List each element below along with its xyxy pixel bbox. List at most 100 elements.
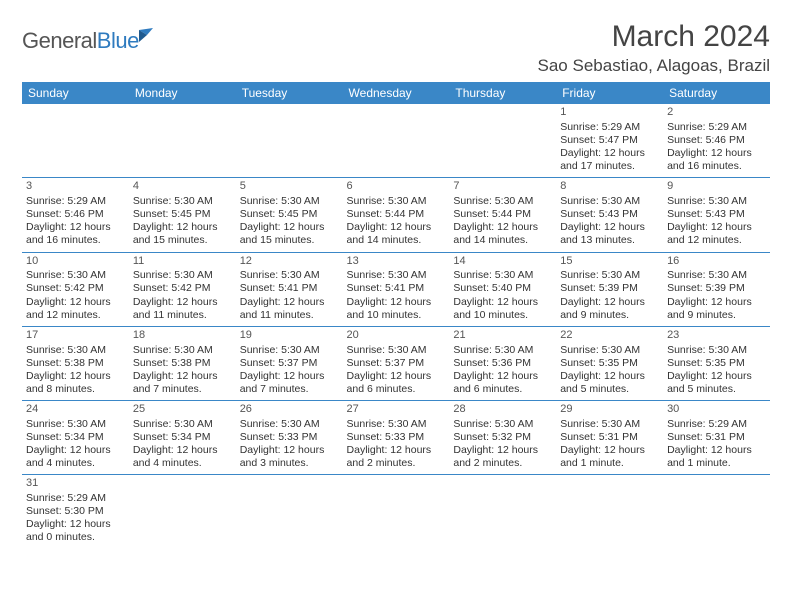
daylight-text: and 17 minutes.: [560, 160, 659, 173]
daylight-text: and 10 minutes.: [453, 309, 552, 322]
sunset-text: Sunset: 5:42 PM: [133, 282, 232, 295]
daylight-text: Daylight: 12 hours: [26, 370, 125, 383]
sunrise-text: Sunrise: 5:30 AM: [560, 195, 659, 208]
daylight-text: and 10 minutes.: [347, 309, 446, 322]
calendar-cell: 6Sunrise: 5:30 AMSunset: 5:44 PMDaylight…: [343, 178, 450, 252]
sunset-text: Sunset: 5:40 PM: [453, 282, 552, 295]
sunrise-text: Sunrise: 5:30 AM: [667, 344, 766, 357]
day-number: 6: [347, 180, 446, 194]
day-number: 28: [453, 403, 552, 417]
sunrise-text: Sunrise: 5:30 AM: [347, 418, 446, 431]
calendar-cell: 15Sunrise: 5:30 AMSunset: 5:39 PMDayligh…: [556, 252, 663, 326]
calendar-week-row: 3Sunrise: 5:29 AMSunset: 5:46 PMDaylight…: [22, 178, 770, 252]
sunrise-text: Sunrise: 5:30 AM: [453, 344, 552, 357]
sunset-text: Sunset: 5:43 PM: [667, 208, 766, 221]
day-number: 30: [667, 403, 766, 417]
daylight-text: and 7 minutes.: [133, 383, 232, 396]
daylight-text: and 3 minutes.: [240, 457, 339, 470]
daylight-text: Daylight: 12 hours: [133, 444, 232, 457]
daylight-text: and 14 minutes.: [347, 234, 446, 247]
sunset-text: Sunset: 5:35 PM: [667, 357, 766, 370]
sunset-text: Sunset: 5:37 PM: [240, 357, 339, 370]
sunset-text: Sunset: 5:41 PM: [347, 282, 446, 295]
day-number: 19: [240, 329, 339, 343]
daylight-text: Daylight: 12 hours: [26, 518, 125, 531]
calendar-cell: 14Sunrise: 5:30 AMSunset: 5:40 PMDayligh…: [449, 252, 556, 326]
sunset-text: Sunset: 5:46 PM: [667, 134, 766, 147]
sunset-text: Sunset: 5:47 PM: [560, 134, 659, 147]
calendar-cell: 22Sunrise: 5:30 AMSunset: 5:35 PMDayligh…: [556, 326, 663, 400]
daylight-text: Daylight: 12 hours: [560, 147, 659, 160]
daylight-text: Daylight: 12 hours: [560, 370, 659, 383]
sunrise-text: Sunrise: 5:30 AM: [133, 418, 232, 431]
sunset-text: Sunset: 5:34 PM: [26, 431, 125, 444]
daylight-text: Daylight: 12 hours: [133, 370, 232, 383]
calendar-cell: [449, 104, 556, 178]
day-number: 7: [453, 180, 552, 194]
daylight-text: Daylight: 12 hours: [133, 296, 232, 309]
daylight-text: and 5 minutes.: [667, 383, 766, 396]
daylight-text: Daylight: 12 hours: [26, 444, 125, 457]
sunset-text: Sunset: 5:46 PM: [26, 208, 125, 221]
calendar-week-row: 17Sunrise: 5:30 AMSunset: 5:38 PMDayligh…: [22, 326, 770, 400]
daylight-text: and 12 minutes.: [26, 309, 125, 322]
title-block: March 2024 Sao Sebastiao, Alagoas, Brazi…: [538, 20, 770, 76]
day-number: 11: [133, 255, 232, 269]
sunrise-text: Sunrise: 5:29 AM: [667, 121, 766, 134]
daylight-text: Daylight: 12 hours: [560, 221, 659, 234]
daylight-text: Daylight: 12 hours: [133, 221, 232, 234]
calendar-cell: [343, 104, 450, 178]
calendar-cell: [22, 104, 129, 178]
calendar-cell: [449, 475, 556, 549]
sunrise-text: Sunrise: 5:30 AM: [667, 195, 766, 208]
daylight-text: Daylight: 12 hours: [240, 296, 339, 309]
sunset-text: Sunset: 5:38 PM: [133, 357, 232, 370]
sunrise-text: Sunrise: 5:30 AM: [560, 269, 659, 282]
day-number: 25: [133, 403, 232, 417]
day-header: Wednesday: [343, 82, 450, 104]
sunset-text: Sunset: 5:45 PM: [240, 208, 339, 221]
daylight-text: and 1 minute.: [560, 457, 659, 470]
calendar-cell: 7Sunrise: 5:30 AMSunset: 5:44 PMDaylight…: [449, 178, 556, 252]
calendar-cell: 25Sunrise: 5:30 AMSunset: 5:34 PMDayligh…: [129, 401, 236, 475]
sunrise-text: Sunrise: 5:30 AM: [26, 269, 125, 282]
calendar-cell: 18Sunrise: 5:30 AMSunset: 5:38 PMDayligh…: [129, 326, 236, 400]
calendar-week-row: 24Sunrise: 5:30 AMSunset: 5:34 PMDayligh…: [22, 401, 770, 475]
sunset-text: Sunset: 5:39 PM: [560, 282, 659, 295]
calendar-cell: [129, 104, 236, 178]
calendar-cell: 3Sunrise: 5:29 AMSunset: 5:46 PMDaylight…: [22, 178, 129, 252]
day-header: Friday: [556, 82, 663, 104]
calendar-cell: 4Sunrise: 5:30 AMSunset: 5:45 PMDaylight…: [129, 178, 236, 252]
sunset-text: Sunset: 5:38 PM: [26, 357, 125, 370]
day-header: Thursday: [449, 82, 556, 104]
daylight-text: Daylight: 12 hours: [240, 444, 339, 457]
calendar-week-row: 31Sunrise: 5:29 AMSunset: 5:30 PMDayligh…: [22, 475, 770, 549]
daylight-text: and 2 minutes.: [347, 457, 446, 470]
daylight-text: and 15 minutes.: [240, 234, 339, 247]
sunset-text: Sunset: 5:37 PM: [347, 357, 446, 370]
day-number: 1: [560, 106, 659, 120]
flag-icon: [139, 28, 161, 44]
sunrise-text: Sunrise: 5:29 AM: [26, 492, 125, 505]
sunrise-text: Sunrise: 5:30 AM: [240, 269, 339, 282]
daylight-text: and 2 minutes.: [453, 457, 552, 470]
daylight-text: and 6 minutes.: [453, 383, 552, 396]
sunrise-text: Sunrise: 5:30 AM: [133, 195, 232, 208]
daylight-text: Daylight: 12 hours: [453, 370, 552, 383]
daylight-text: Daylight: 12 hours: [26, 296, 125, 309]
day-header: Monday: [129, 82, 236, 104]
calendar-cell: 24Sunrise: 5:30 AMSunset: 5:34 PMDayligh…: [22, 401, 129, 475]
calendar-cell: 9Sunrise: 5:30 AMSunset: 5:43 PMDaylight…: [663, 178, 770, 252]
sunrise-text: Sunrise: 5:30 AM: [453, 418, 552, 431]
day-number: 13: [347, 255, 446, 269]
calendar-cell: 17Sunrise: 5:30 AMSunset: 5:38 PMDayligh…: [22, 326, 129, 400]
sunset-text: Sunset: 5:36 PM: [453, 357, 552, 370]
day-number: 16: [667, 255, 766, 269]
brand-logo: GeneralBlue: [22, 20, 161, 54]
daylight-text: Daylight: 12 hours: [347, 296, 446, 309]
sunset-text: Sunset: 5:45 PM: [133, 208, 232, 221]
calendar-cell: [556, 475, 663, 549]
sunset-text: Sunset: 5:44 PM: [347, 208, 446, 221]
sunrise-text: Sunrise: 5:30 AM: [453, 195, 552, 208]
day-number: 26: [240, 403, 339, 417]
